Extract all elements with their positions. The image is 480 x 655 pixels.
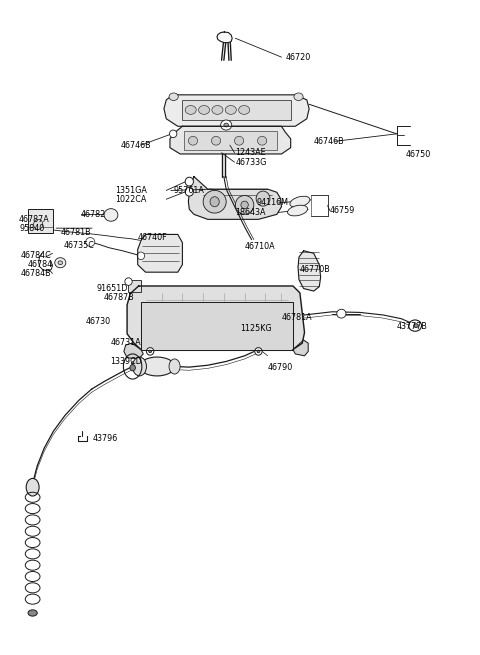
- Text: 46770B: 46770B: [300, 265, 331, 274]
- Text: 46733G: 46733G: [235, 158, 267, 166]
- Ellipse shape: [235, 195, 254, 214]
- Bar: [129, 280, 142, 292]
- Bar: [184, 131, 277, 150]
- Bar: [182, 100, 291, 120]
- Ellipse shape: [104, 209, 118, 221]
- Ellipse shape: [185, 187, 193, 196]
- Ellipse shape: [137, 252, 144, 259]
- Polygon shape: [164, 95, 309, 126]
- Ellipse shape: [58, 261, 62, 265]
- Ellipse shape: [34, 219, 43, 229]
- Ellipse shape: [185, 178, 193, 186]
- Polygon shape: [124, 343, 143, 359]
- Text: 94116M: 94116M: [256, 198, 288, 208]
- Ellipse shape: [149, 350, 152, 352]
- Ellipse shape: [146, 348, 154, 355]
- Bar: [28, 210, 53, 233]
- Text: 46710A: 46710A: [245, 242, 275, 251]
- Text: 46731A: 46731A: [111, 338, 142, 347]
- Text: 46784B: 46784B: [21, 269, 52, 278]
- Ellipse shape: [212, 105, 223, 115]
- Text: 46759: 46759: [330, 206, 355, 215]
- Text: 46781A: 46781A: [281, 313, 312, 322]
- Ellipse shape: [125, 278, 132, 286]
- Text: 46720: 46720: [286, 52, 312, 62]
- Text: 43796: 43796: [93, 434, 118, 443]
- Text: 95761A: 95761A: [173, 186, 204, 195]
- Text: 46750: 46750: [406, 150, 431, 159]
- Text: 46782: 46782: [81, 210, 106, 219]
- Ellipse shape: [234, 136, 244, 145]
- Polygon shape: [138, 234, 182, 272]
- Ellipse shape: [185, 105, 196, 115]
- Ellipse shape: [26, 478, 39, 496]
- Ellipse shape: [130, 365, 135, 371]
- Ellipse shape: [199, 105, 210, 115]
- Ellipse shape: [169, 359, 180, 374]
- Text: 46784: 46784: [28, 260, 53, 269]
- Ellipse shape: [188, 136, 198, 145]
- Text: 1351GA: 1351GA: [116, 186, 147, 195]
- Text: 1125KG: 1125KG: [240, 324, 272, 333]
- Ellipse shape: [241, 201, 248, 209]
- Ellipse shape: [337, 309, 346, 318]
- Text: 46740F: 46740F: [138, 233, 168, 242]
- Text: 1243AE: 1243AE: [235, 148, 266, 157]
- Ellipse shape: [169, 130, 177, 138]
- Polygon shape: [127, 286, 304, 350]
- Ellipse shape: [256, 191, 270, 206]
- Ellipse shape: [85, 238, 95, 246]
- Text: 46746B: 46746B: [120, 141, 151, 149]
- Ellipse shape: [210, 196, 219, 207]
- Ellipse shape: [203, 191, 226, 213]
- Text: 46735C: 46735C: [64, 241, 95, 250]
- Ellipse shape: [257, 350, 260, 352]
- Ellipse shape: [224, 123, 228, 127]
- Text: 46784C: 46784C: [21, 252, 52, 260]
- Polygon shape: [298, 251, 321, 291]
- Text: 46787B: 46787B: [104, 293, 134, 303]
- Ellipse shape: [290, 196, 310, 207]
- Ellipse shape: [211, 136, 221, 145]
- Polygon shape: [188, 177, 281, 219]
- Ellipse shape: [414, 324, 419, 328]
- Ellipse shape: [294, 93, 303, 100]
- Polygon shape: [293, 340, 308, 356]
- Text: 95840: 95840: [20, 224, 45, 233]
- Text: 91651D: 91651D: [96, 284, 128, 293]
- Polygon shape: [141, 303, 293, 350]
- Text: 46790: 46790: [268, 363, 293, 371]
- Ellipse shape: [140, 357, 175, 376]
- Text: 1339CD: 1339CD: [110, 357, 142, 366]
- Text: 46730: 46730: [85, 317, 111, 326]
- Ellipse shape: [288, 205, 308, 216]
- Text: 46746B: 46746B: [314, 137, 344, 146]
- Ellipse shape: [132, 357, 146, 376]
- Text: 18643A: 18643A: [235, 208, 266, 217]
- Text: 1022CA: 1022CA: [116, 195, 147, 204]
- Ellipse shape: [28, 610, 37, 616]
- Ellipse shape: [239, 105, 250, 115]
- Ellipse shape: [169, 93, 178, 100]
- Ellipse shape: [255, 348, 262, 355]
- Ellipse shape: [225, 105, 236, 115]
- Text: 46787A: 46787A: [19, 215, 49, 225]
- Polygon shape: [217, 32, 232, 43]
- Ellipse shape: [257, 136, 267, 145]
- Text: 43777B: 43777B: [396, 322, 428, 331]
- Ellipse shape: [221, 120, 232, 130]
- Polygon shape: [170, 126, 291, 154]
- Ellipse shape: [408, 320, 421, 331]
- Text: 46781B: 46781B: [60, 228, 91, 237]
- Ellipse shape: [55, 257, 66, 268]
